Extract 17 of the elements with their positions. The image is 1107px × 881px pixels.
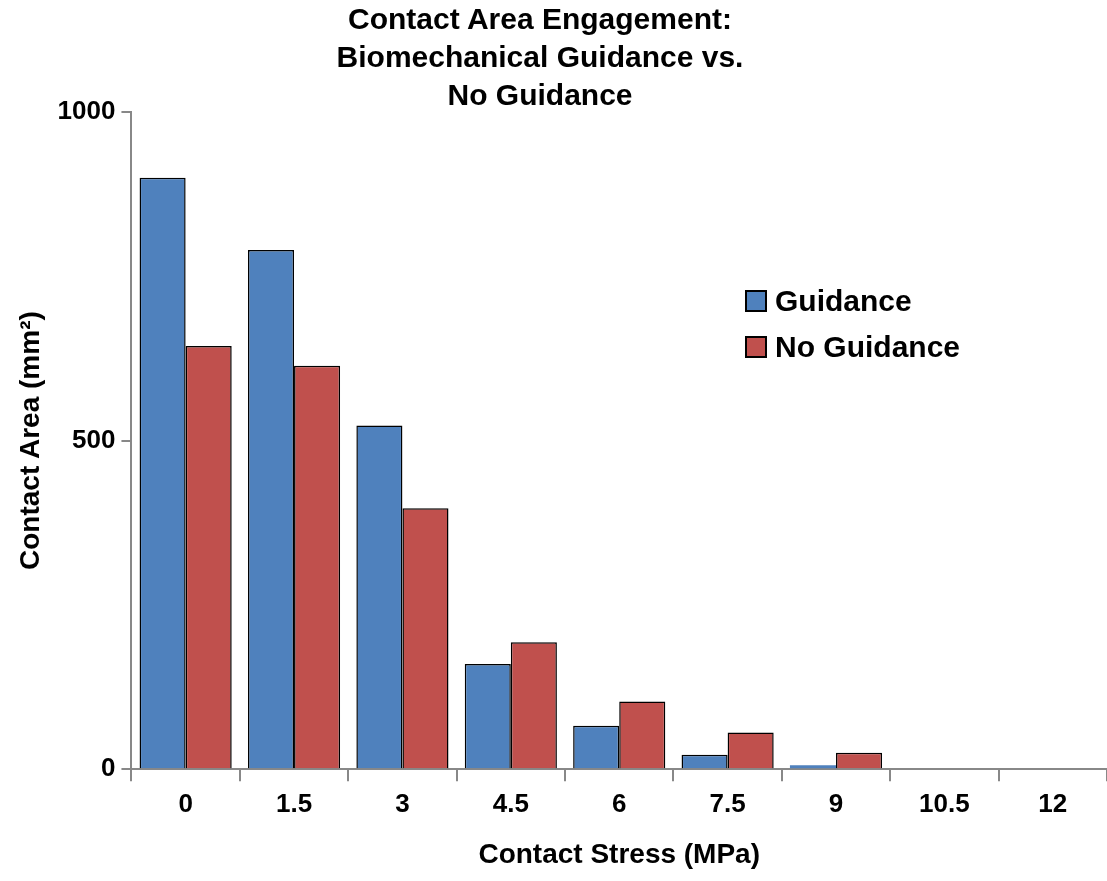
y-tick-label: 0 — [100, 752, 116, 783]
x-tick-label: 9 — [828, 787, 844, 818]
x-tick-label: 1.5 — [275, 787, 313, 818]
x-tick-label: 4.5 — [492, 787, 529, 818]
legend-label: Guidance — [775, 284, 912, 318]
x-tick-label: 0 — [178, 787, 193, 818]
x-tick-label: 6 — [611, 787, 627, 818]
y-axis-title: Contact Area (mm²) — [13, 311, 45, 570]
x-tick-label: 7.5 — [709, 787, 746, 818]
x-tick-label: 3 — [395, 787, 410, 818]
chart-title: Contact Area Engagement: Biomechanical Guidance vs. No Guidance — [335, 1, 745, 113]
x-tick-label: 10.5 — [919, 787, 970, 818]
legend-label: No Guidance — [775, 330, 961, 364]
x-tick-label: 12 — [1038, 787, 1068, 818]
x-axis-title: Contact Stress (MPa) — [478, 837, 761, 869]
y-tick-label: 1000 — [57, 95, 116, 126]
y-tick-label: 500 — [72, 423, 116, 454]
